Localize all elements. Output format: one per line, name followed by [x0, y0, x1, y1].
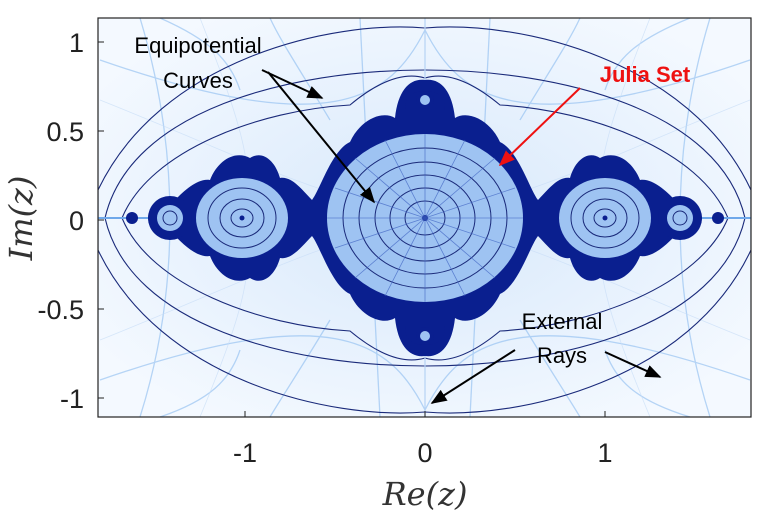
x-axis-title: Re(z) [382, 475, 468, 513]
external-label: External [522, 309, 603, 334]
y-tick-label: -0.5 [37, 295, 84, 325]
curves-label: Curves [163, 68, 233, 93]
annotation-arrows [261, 69, 662, 404]
y-tick-label: 0.5 [46, 117, 84, 147]
arrow-to-ray-right [604, 351, 662, 378]
julia-set-label: Julia Set [600, 62, 691, 87]
plot-area [98, 18, 751, 417]
arrow-to-ray-bottom [430, 349, 516, 404]
y-tick-label: 0 [69, 206, 84, 236]
y-tick-label: -1 [60, 384, 84, 414]
x-tick-label: 1 [597, 438, 612, 468]
y-axis-title: Im(z) [2, 176, 40, 262]
x-tick-label: 0 [417, 438, 432, 468]
rays-label: Rays [537, 343, 587, 368]
equipotential-label: Equipotential [134, 33, 261, 58]
arrow-to-julia-set [498, 87, 581, 167]
tick-marks [98, 41, 606, 417]
arrow-to-outer-curve [261, 69, 324, 99]
y-tick-label: 1 [69, 28, 84, 58]
arrow-to-inner-curve [267, 71, 376, 204]
x-tick-label: -1 [233, 438, 257, 468]
